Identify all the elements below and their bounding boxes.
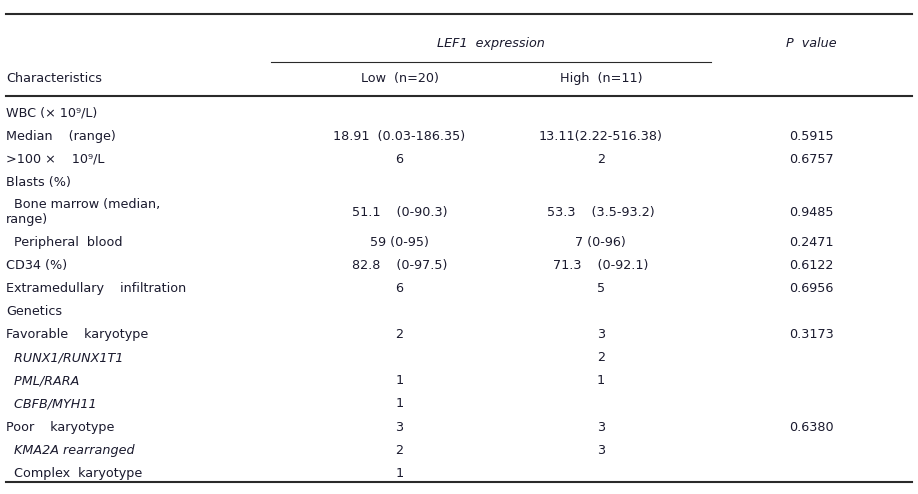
Text: CBFB/MYH11: CBFB/MYH11 [6,398,96,411]
Text: PML/RARA: PML/RARA [6,374,79,387]
Text: 3: 3 [597,328,605,341]
Text: 3: 3 [597,444,605,456]
Text: WBC (× 10⁹/L): WBC (× 10⁹/L) [6,107,97,120]
Text: 71.3    (0-92.1): 71.3 (0-92.1) [554,259,648,272]
Text: 2: 2 [396,328,404,341]
Text: 1: 1 [396,467,404,480]
Text: 1: 1 [396,398,404,411]
Text: 2: 2 [396,444,404,456]
Text: 0.6380: 0.6380 [789,420,834,434]
Text: KMA2A rearranged: KMA2A rearranged [6,444,135,456]
Text: 5: 5 [597,282,605,295]
Text: 18.91  (0.03-186.35): 18.91 (0.03-186.35) [333,130,465,143]
Text: 0.6122: 0.6122 [789,259,834,272]
Text: 0.2471: 0.2471 [789,236,834,249]
Text: 2: 2 [597,153,605,166]
Text: CD34 (%): CD34 (%) [6,259,67,272]
Text: Peripheral  blood: Peripheral blood [6,236,122,249]
Text: 13.11(2.22-516.38): 13.11(2.22-516.38) [539,130,663,143]
Text: Poor    karyotype: Poor karyotype [6,420,115,434]
Text: 0.6757: 0.6757 [789,153,834,166]
Text: 6: 6 [396,282,404,295]
Text: LEF1  expression: LEF1 expression [437,37,545,49]
Text: 0.3173: 0.3173 [789,328,834,341]
Text: 51.1    (0-90.3): 51.1 (0-90.3) [352,206,447,219]
Text: 53.3    (3.5-93.2): 53.3 (3.5-93.2) [547,206,655,219]
Text: Median    (range): Median (range) [6,130,116,143]
Text: 7 (0-96): 7 (0-96) [576,236,626,249]
Text: 0.6956: 0.6956 [789,282,834,295]
Text: 59 (0-95): 59 (0-95) [370,236,429,249]
Text: >100 ×    10⁹/L: >100 × 10⁹/L [6,153,105,166]
Text: 6: 6 [396,153,404,166]
Text: 1: 1 [597,374,605,387]
Text: High  (n=11): High (n=11) [560,72,642,85]
Text: P  value: P value [786,37,836,49]
Text: 82.8    (0-97.5): 82.8 (0-97.5) [352,259,447,272]
Text: 3: 3 [396,420,404,434]
Text: 0.9485: 0.9485 [789,206,834,219]
Text: 3: 3 [597,420,605,434]
Text: Characteristics: Characteristics [6,72,102,85]
Text: Complex  karyotype: Complex karyotype [6,467,142,480]
Text: Blasts (%): Blasts (%) [6,176,71,189]
Text: Genetics: Genetics [6,305,62,318]
Text: Extramedullary    infiltration: Extramedullary infiltration [6,282,186,295]
Text: 2: 2 [597,351,605,364]
Text: RUNX1/RUNX1T1: RUNX1/RUNX1T1 [6,351,123,364]
Text: Low  (n=20): Low (n=20) [361,72,439,85]
Text: Favorable    karyotype: Favorable karyotype [6,328,148,341]
Text: Bone marrow (median,
range): Bone marrow (median, range) [6,199,161,226]
Text: 1: 1 [396,374,404,387]
Text: 0.5915: 0.5915 [789,130,834,143]
